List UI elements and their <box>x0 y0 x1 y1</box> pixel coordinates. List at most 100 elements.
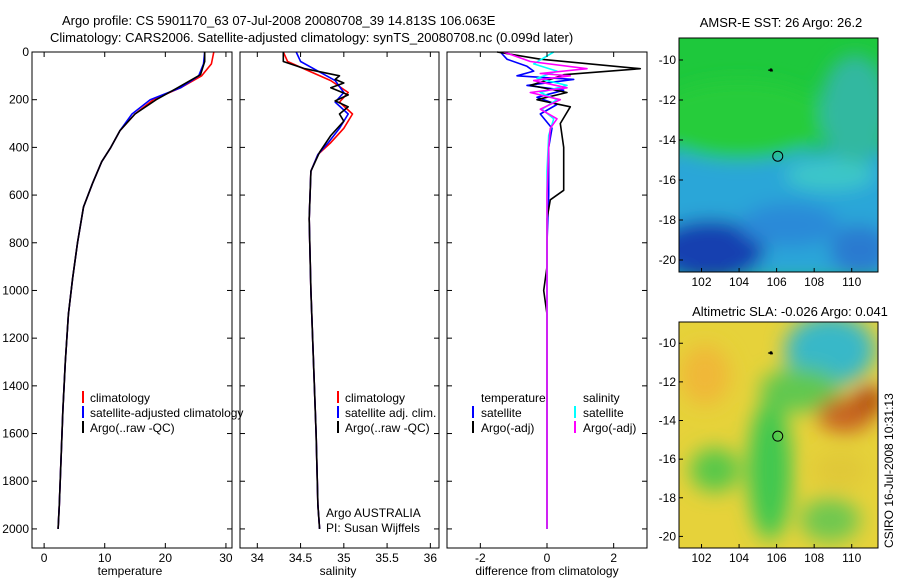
map-y-tick-label: -18 <box>659 491 677 505</box>
temperature-axes-frame <box>31 51 233 549</box>
sla-high-east-core <box>855 385 878 415</box>
difference-plot: -2 0 2 <box>447 51 647 565</box>
figure-title-line2: Climatology: CARS2006. Satellite-adjuste… <box>50 30 573 45</box>
sla-green-se <box>800 498 860 542</box>
x-tick-label: -2 <box>475 551 486 565</box>
x-tick-label: 34.5 <box>289 551 313 565</box>
sla-map-overlay: 102 104 106 108 110 -10 -12 -14 -16 -18 -20 <box>659 336 862 565</box>
sla-green-ne <box>760 368 840 412</box>
map-y-tick-label: -16 <box>659 173 677 187</box>
x-tick-label: 0 <box>544 551 551 565</box>
float-track <box>767 69 774 72</box>
difference-xlabel: difference from climatology <box>475 564 618 578</box>
temperature-legend: climatology satellite-adjusted climatolo… <box>82 391 243 435</box>
map-x-tick-label: 110 <box>842 275 861 289</box>
series-line-0 <box>57 51 215 529</box>
x-tick-label: 30 <box>219 551 233 565</box>
y-tick-label: 1800 <box>2 474 29 488</box>
sst-map-title: AMSR-E SST: 26 Argo: 26.2 <box>700 15 863 30</box>
x-tick-label: 35 <box>337 551 351 565</box>
map-y-tick-label: -10 <box>659 53 677 67</box>
map-y-tick-label: -14 <box>659 414 677 428</box>
sla-field <box>679 322 878 548</box>
map-x-tick-label: 106 <box>767 275 787 289</box>
map-x-tick-label: 106 <box>767 551 787 565</box>
sla-map-title: Altimetric SLA: -0.026 Argo: 0.041 <box>692 304 888 319</box>
legend-sal-argo-adj: Argo(-adj) <box>583 421 636 435</box>
series-line-1 <box>295 51 350 529</box>
x-tick-label: 34 <box>251 551 265 565</box>
salinity-panel: 34 34.5 35 35.5 36 climatology satellite adj… <box>239 51 440 578</box>
series-line-2 <box>57 52 206 529</box>
series-line-1 <box>57 51 206 529</box>
sla-orange-nw <box>680 345 730 405</box>
sla-green-central <box>748 400 792 540</box>
x-tick-label: 20 <box>159 551 173 565</box>
series-line-2 <box>532 51 568 529</box>
y-tick-label: 1400 <box>2 379 29 393</box>
y-tick-label: 200 <box>9 93 29 107</box>
y-tick-label: 600 <box>9 188 29 202</box>
series-line-1 <box>496 51 642 529</box>
legend-temp-satellite: satellite <box>481 406 522 420</box>
series-line-2 <box>282 52 350 529</box>
legend-satellite-adj-clim: satellite adj. clim. <box>345 406 436 420</box>
profile-location-marker <box>772 150 784 162</box>
legend-sal-satellite: satellite <box>583 406 624 420</box>
map-y-tick-label: -12 <box>659 93 677 107</box>
map-x-tick-label: 104 <box>729 551 749 565</box>
map-x-tick-label: 102 <box>692 275 712 289</box>
figure-title-line1: Argo profile: CS 5901170_63 07-Jul-2008 … <box>62 13 496 28</box>
salinity-legend: climatology satellite adj. clim. Argo(..… <box>337 391 436 435</box>
difference-legend: temperature satellite Argo(-adj) salinit… <box>472 391 636 435</box>
sst-cold-patch-se <box>830 225 878 272</box>
difference-panel: -2 0 2 temperature satellite Argo(-adj) sa… <box>446 51 648 578</box>
legend-temp-argo-adj: Argo(-adj) <box>481 421 534 435</box>
salinity-axes-frame <box>239 51 440 549</box>
y-tick-label: 400 <box>9 140 29 154</box>
y-tick-label: 1000 <box>2 283 29 297</box>
x-tick-label: 35.5 <box>375 551 399 565</box>
sst-cold-patch-mid <box>740 203 840 247</box>
legend-climatology: climatology <box>345 391 405 405</box>
sst-map-overlay: 102 104 106 108 110 -10 -12 -14 -16 -18 -20 <box>659 53 862 289</box>
temperature-xlabel: temperature <box>98 564 163 578</box>
map-y-tick-label: -20 <box>659 253 677 267</box>
map-y-tick-label: -14 <box>659 133 677 147</box>
sst-warm-patch <box>679 80 830 160</box>
map-y-tick-label: -10 <box>659 336 677 350</box>
float-pi-label: PI: Susan Wijffels <box>326 521 420 535</box>
sla-map-panel: Altimetric SLA: -0.026 Argo: 0.041 102 10… <box>659 304 888 565</box>
y-tick-label: 1600 <box>2 427 29 441</box>
temperature-panel: 0 10 20 30 0 200 400 600 800 1000 1200 1400 1600 1800… <box>2 45 243 578</box>
x-tick-label: 36 <box>424 551 438 565</box>
sst-east-patch <box>820 55 878 165</box>
map-y-tick-label: -20 <box>659 529 677 543</box>
legend-argo-raw: Argo(..raw -QC) <box>90 421 175 435</box>
legend-climatology: climatology <box>90 391 150 405</box>
map-x-tick-label: 108 <box>804 275 824 289</box>
sla-axes-frame <box>678 321 879 549</box>
y-tick-label: 0 <box>22 45 29 59</box>
salinity-plot: 34 34.5 35 35.5 36 <box>240 51 439 565</box>
y-tick-label: 800 <box>9 236 29 250</box>
sst-map-panel: AMSR-E SST: 26 Argo: 26.2 102 104 106 108 11… <box>659 15 879 289</box>
x-tick-label: 10 <box>98 551 112 565</box>
legend-argo-raw: Argo(..raw -QC) <box>345 421 430 435</box>
map-x-tick-label: 108 <box>804 551 824 565</box>
float-track <box>767 352 774 355</box>
temperature-plot: 0 10 20 30 0 200 400 600 800 1000 1200 1400 1600 1800… <box>2 45 233 565</box>
y-tick-label: 2000 <box>2 522 29 536</box>
legend-satellite-adjusted-climatology: satellite-adjusted climatology <box>90 406 243 420</box>
difference-axes-frame <box>446 51 648 549</box>
map-y-tick-label: -12 <box>659 375 677 389</box>
map-y-tick-label: -18 <box>659 213 677 227</box>
map-x-tick-label: 102 <box>692 551 712 565</box>
series-line-0 <box>499 51 575 529</box>
sla-green-west <box>690 448 740 492</box>
map-y-tick-label: -16 <box>659 452 677 466</box>
legend-header-salinity: salinity <box>583 391 620 405</box>
sst-transition <box>785 160 875 190</box>
y-tick-label: 1200 <box>2 331 29 345</box>
